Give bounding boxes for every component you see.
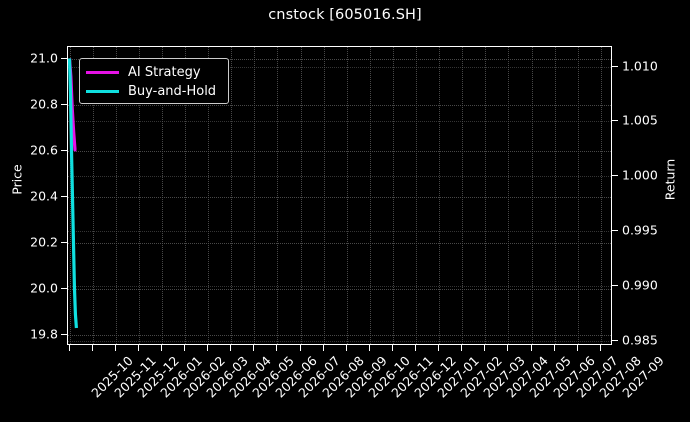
- x-axis-tick-mark: [137, 345, 139, 351]
- chart-legend[interactable]: AI Strategy Buy-and-Hold: [79, 58, 229, 104]
- legend-label: AI Strategy: [128, 65, 201, 80]
- x-axis-tick-mark: [484, 345, 486, 351]
- x-axis-tick-mark: [391, 345, 393, 351]
- y-axis-left-tick-label: 20.6: [30, 142, 58, 157]
- y-axis-left-tick-label: 20.0: [30, 280, 58, 295]
- y-axis-right-tick-label: 1.005: [622, 112, 658, 128]
- x-axis-tick-mark: [160, 345, 162, 351]
- y-axis-right-tick-mark: [612, 230, 618, 231]
- x-axis-tick-mark: [507, 345, 509, 351]
- legend-entry[interactable]: Buy-and-Hold: [86, 82, 222, 101]
- y-axis-left-tick-label: 19.8: [30, 326, 58, 341]
- legend-swatch-icon: [86, 71, 119, 74]
- y-axis-right-tick-mark: [612, 65, 618, 67]
- x-axis-tick-mark: [345, 345, 347, 351]
- y-axis-left-tick-label: 20.4: [30, 188, 58, 203]
- x-axis-tick-mark: [461, 345, 463, 351]
- data-series-layer: [68, 58, 78, 329]
- y-axis-left-tick-label: 20.8: [30, 96, 58, 111]
- y-axis-right-tick-label: 1.000: [622, 167, 658, 183]
- x-axis-tick-mark: [553, 345, 555, 351]
- y-axis-right-label: Return: [662, 158, 678, 201]
- y-axis-left-tick-label: 21.0: [30, 50, 58, 65]
- x-axis-tick-mark: [68, 345, 70, 351]
- y-axis-right-tick-label: 0.985: [622, 332, 658, 348]
- legend-entry[interactable]: AI Strategy: [86, 63, 222, 82]
- legend-swatch-icon: [86, 90, 119, 93]
- x-axis-tick-mark: [207, 345, 209, 351]
- y-axis-left-tick-mark: [61, 333, 67, 335]
- x-axis-tick-mark: [114, 345, 116, 351]
- x-axis-tick-mark: [368, 345, 370, 351]
- y-axis-left-tick-mark: [61, 241, 67, 243]
- x-axis-tick-mark: [438, 345, 440, 351]
- y-axis-right-tick-mark: [612, 284, 618, 286]
- x-axis-tick-mark: [184, 345, 185, 351]
- y-axis-right-tick-label: 0.990: [622, 277, 658, 293]
- y-axis-right-tick-label: 1.010: [622, 58, 658, 74]
- x-axis-tick-mark: [230, 345, 232, 351]
- y-axis-right-tick-mark: [612, 120, 618, 122]
- x-axis-tick-mark: [322, 345, 324, 351]
- y-axis-left-tick-mark: [61, 57, 67, 59]
- x-axis-tick-mark: [530, 345, 532, 351]
- y-axis-left-tick-mark: [61, 195, 67, 197]
- y-axis-right-tick-label: 0.995: [622, 222, 658, 238]
- y-axis-right-tick-mark: [612, 175, 618, 177]
- y-axis-left-label: Price: [9, 164, 25, 195]
- x-axis-tick-mark: [91, 345, 93, 351]
- y-axis-left-tick-label: 20.2: [30, 234, 58, 249]
- x-axis-tick-mark: [415, 345, 416, 351]
- x-axis-tick-mark: [576, 345, 578, 351]
- x-axis-tick-mark: [299, 345, 301, 351]
- y-axis-left-tick-mark: [61, 287, 67, 289]
- x-axis-tick-mark: [276, 345, 278, 351]
- x-axis-tick-mark: [253, 345, 255, 351]
- y-axis-left-tick-mark: [61, 149, 67, 151]
- page-title: cnstock [605016.SH]: [268, 7, 422, 23]
- y-axis-left-tick-mark: [61, 103, 67, 105]
- legend-label: Buy-and-Hold: [128, 84, 217, 99]
- y-axis-right-tick-mark: [612, 339, 618, 341]
- x-axis-tick-mark: [599, 345, 601, 351]
- series-line-buy-and-hold: [68, 58, 78, 329]
